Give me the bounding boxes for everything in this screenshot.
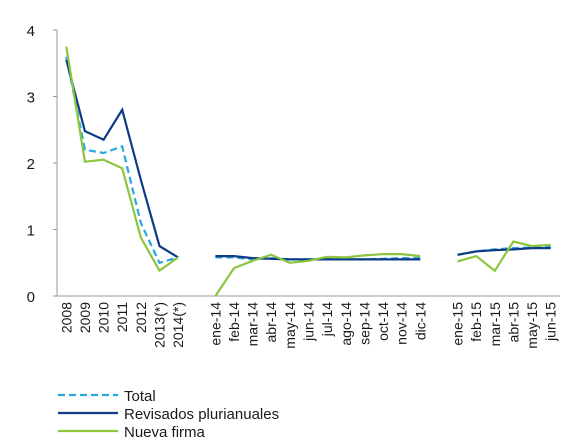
x-tick-label: abr-15 [505,302,521,343]
x-tick-label: feb-15 [468,302,484,342]
x-tick-label: may-14 [282,302,298,349]
x-tick-label: ene-15 [450,302,466,346]
legend-label: Total [124,388,156,405]
legend-label: Revisados plurianuales [124,406,279,423]
x-tick-label: oct-14 [375,302,391,341]
x-tick-label: 2012 [133,302,149,333]
x-tick-label: mar-14 [245,302,261,347]
x-tick-label: jun-14 [301,302,317,342]
x-tick-label: feb-14 [226,302,242,342]
y-tick-label: 0 [27,289,35,306]
x-tick-label: 2013(*) [151,302,167,348]
line [65,46,551,297]
x-tick-label: 2010 [96,302,112,333]
x-tick-label: nov-14 [394,302,410,345]
y-tick-label: 2 [27,156,35,173]
x-tick-label: dic-14 [412,302,428,340]
x-tick-label: 2008 [58,302,74,333]
x-tick-label: 2014(*) [170,302,186,348]
x-tick-label: 2009 [77,302,93,333]
legend-label: Nueva firma [124,424,206,441]
y-tick-label: 3 [27,90,35,107]
y-tick-label: 1 [27,223,35,240]
x-tick-label: may-15 [524,302,540,349]
x-tick-label: 2011 [114,302,130,332]
x-tick-label: abr-14 [263,302,279,343]
y-tick-label: 4 [27,23,35,40]
x-tick-label: ago-14 [338,302,354,346]
x-tick-label: jun-15 [543,302,559,342]
x-tick-label: jul-14 [319,302,335,337]
x-tick-label: sep-14 [356,302,372,345]
x-tick-label: mar-15 [487,302,503,347]
x-tick-label: ene-14 [207,302,223,346]
